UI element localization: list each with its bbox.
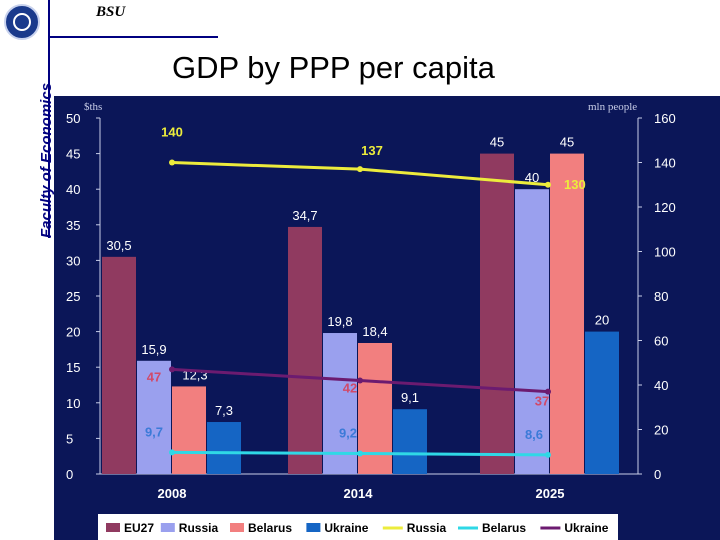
bar-value-label: 20 (595, 313, 609, 328)
right-axis-tick-label: 80 (654, 289, 668, 304)
left-axis-tick-label: 20 (66, 325, 80, 340)
left-axis-tick-label: 45 (66, 147, 80, 162)
legend-label: EU27 (124, 521, 154, 535)
bar-value-label: 34,7 (292, 208, 317, 223)
slide-title: GDP by PPP per capita (172, 50, 495, 85)
legend-swatch-belarus (230, 523, 244, 532)
right-axis-tick-label: 140 (654, 156, 676, 171)
line-value-label: 8,6 (525, 427, 543, 442)
line-value-label: 47 (147, 369, 161, 384)
legend-label: Belarus (248, 521, 292, 535)
bar-value-label: 45 (490, 135, 504, 150)
legend-swatch-russia (160, 523, 175, 532)
chart-area: 0 5 10 15 20 25 30 35 40 45 50 $ths 0 20 40 60 80 100 120 1… (54, 96, 720, 540)
bar-russia-2025 (515, 189, 549, 474)
bar-russia-2014 (323, 333, 357, 474)
line-value-label: 130 (564, 177, 586, 192)
left-axis-tick-label: 5 (66, 431, 73, 446)
bar-ukraine-2008 (207, 422, 241, 474)
x-axis-category-label: 2008 (158, 486, 187, 501)
line-value-label: 37 (535, 394, 549, 409)
bar-value-label: 45 (560, 135, 574, 150)
legend-swatch-eu27 (106, 523, 120, 532)
bar-value-label: 18,4 (362, 324, 387, 339)
right-axis-tick-label: 120 (654, 200, 676, 215)
legend-label: Russia (407, 521, 447, 535)
bar-belarus-2025 (550, 153, 584, 474)
line-point-russia (169, 159, 175, 166)
bar-belarus-2008 (172, 386, 206, 474)
bar-eu27-2008 (102, 256, 136, 474)
line-point-ukraine (169, 366, 175, 373)
line-value-label: 9,2 (339, 426, 357, 441)
chart: 05101520253035404550$ths0204060801001201… (66, 101, 676, 540)
left-axis-tick-label: 15 (66, 360, 80, 375)
legend-box (98, 514, 618, 540)
left-axis-title: $ths (84, 101, 102, 113)
line-point-ukraine (545, 388, 551, 395)
right-axis-tick-label: 60 (654, 334, 668, 349)
line-value-label: 42 (343, 381, 357, 396)
line-point-belarus (545, 451, 551, 458)
line-point-belarus (169, 449, 175, 456)
right-axis-tick-label: 160 (654, 111, 676, 126)
bar-eu27-2025 (480, 153, 514, 474)
line-point-russia (545, 181, 551, 188)
line-value-label: 9,7 (145, 424, 163, 439)
left-axis-tick-label: 40 (66, 182, 80, 197)
faculty-label: Faculty of Economics (38, 82, 55, 238)
bar-value-label: 30,5 (106, 238, 131, 253)
line-point-belarus (357, 450, 363, 457)
right-axis-tick-label: 40 (654, 378, 668, 393)
bar-ukraine-2014 (393, 409, 427, 474)
bar-russia-2008 (137, 360, 171, 474)
right-axis-tick-label: 20 (654, 423, 668, 438)
bar-value-label: 15,9 (141, 342, 166, 357)
side-bar (0, 0, 50, 238)
legend-label: Ukraine (564, 521, 608, 535)
legend-label: Belarus (482, 521, 526, 535)
bar-ukraine-2025 (585, 331, 619, 474)
right-axis-title: mln people (588, 101, 637, 113)
line-value-label: 140 (161, 125, 183, 140)
left-axis-tick-label: 10 (66, 396, 80, 411)
legend-label: Russia (179, 521, 219, 535)
legend-swatch-ukraine (306, 523, 321, 532)
legend-label: Ukraine (324, 521, 368, 535)
line-point-ukraine (357, 377, 363, 384)
left-axis-tick-label: 35 (66, 218, 80, 233)
line-value-label: 137 (361, 143, 383, 158)
left-axis-tick-label: 0 (66, 467, 73, 482)
bar-eu27-2014 (288, 226, 322, 474)
right-axis-tick-label: 0 (654, 467, 661, 482)
header-rule (48, 36, 218, 38)
bar-value-label: 7,3 (215, 403, 233, 418)
left-axis-tick-label: 50 (66, 111, 80, 126)
bar-value-label: 19,8 (327, 314, 352, 329)
x-axis-category-label: 2014 (344, 486, 374, 501)
left-axis-tick-label: 25 (66, 289, 80, 304)
org-label: BSU (96, 4, 126, 20)
bar-value-label: 40 (525, 170, 539, 185)
line-point-russia (357, 166, 363, 173)
x-axis-category-label: 2025 (536, 486, 565, 501)
bar-value-label: 9,1 (401, 390, 419, 405)
left-axis-tick-label: 30 (66, 253, 80, 268)
right-axis-tick-label: 100 (654, 245, 676, 260)
university-crest-icon (4, 4, 40, 40)
